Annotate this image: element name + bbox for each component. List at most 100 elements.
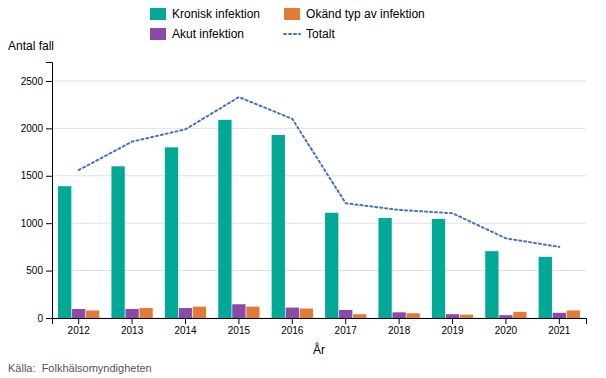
tick-mark	[46, 128, 52, 129]
tick-label: 2012	[68, 325, 91, 336]
bar	[72, 309, 85, 318]
bar	[58, 186, 71, 318]
legend-item: Totalt	[284, 27, 335, 41]
grid	[52, 81, 586, 318]
tick-mark	[132, 318, 133, 324]
legend-label: Akut infektion	[172, 27, 244, 41]
tick-mark	[452, 318, 453, 324]
x-tick: 2021	[548, 318, 571, 336]
tick-mark	[46, 176, 52, 177]
grid-line	[52, 80, 586, 81]
axis-line	[46, 63, 53, 319]
tick-label: 2013	[121, 325, 144, 336]
bar	[339, 310, 352, 318]
bar	[111, 166, 124, 318]
x-tick: 2015	[228, 318, 251, 336]
tick-mark	[399, 318, 400, 324]
legend-item: Okänd typ av infektion	[284, 7, 425, 21]
tick-label: 2015	[228, 325, 251, 336]
tick-label: 2021	[548, 325, 571, 336]
bar	[325, 213, 338, 318]
y-axis-title: Antal fall	[8, 39, 54, 53]
tick-label: 2014	[174, 325, 197, 336]
chart: 0 500 1000 1500 2000 2500 2012 2013 2014 2015 2016…	[0, 0, 606, 378]
bar	[272, 135, 285, 318]
bar	[193, 307, 206, 318]
legend-label: Okänd typ av infektion	[306, 7, 425, 21]
bar-series	[72, 304, 566, 318]
tick-label: 2000	[21, 123, 44, 134]
tick-mark	[46, 318, 52, 319]
legend-item: Kronisk infektion	[150, 7, 260, 21]
y-axis: 0 500 1000 1500 2000 2500	[21, 63, 53, 324]
tick-label: 500	[26, 265, 43, 276]
x-tick: 2014	[174, 318, 197, 336]
y-tick: 0	[37, 313, 52, 324]
bar	[232, 304, 245, 318]
grid-line	[52, 223, 586, 224]
tick-label: 2020	[495, 325, 518, 336]
legend-swatch	[150, 28, 166, 40]
legend-label: Kronisk infektion	[172, 7, 260, 21]
x-tick: 2012	[68, 318, 91, 336]
bar	[378, 218, 391, 318]
tick-mark	[559, 318, 560, 324]
legend-swatch	[150, 8, 166, 20]
bar	[86, 310, 99, 318]
y-tick: 1500	[21, 170, 52, 181]
marks	[58, 97, 580, 318]
bar	[513, 312, 526, 318]
tick-mark	[185, 318, 186, 324]
bar	[125, 309, 138, 318]
grid-line	[52, 128, 586, 129]
legend-swatch	[284, 8, 300, 20]
bar	[392, 312, 405, 318]
bar	[406, 313, 419, 318]
tick-mark	[46, 81, 52, 82]
x-tick: 2017	[335, 318, 358, 336]
x-axis-title: År	[313, 342, 325, 357]
bar	[165, 147, 178, 318]
bar	[460, 315, 473, 318]
x-tick: 2013	[121, 318, 144, 336]
bar	[499, 315, 512, 318]
grid-line	[52, 175, 586, 176]
tick-mark	[345, 318, 346, 324]
bar	[353, 314, 366, 318]
y-tick: 2000	[21, 123, 52, 134]
grid-line	[52, 270, 586, 271]
tick-label: 1500	[21, 170, 44, 181]
y-tick: 2500	[21, 76, 52, 87]
tick-label: 1000	[21, 218, 44, 229]
bar	[246, 307, 259, 318]
tick-label: 2016	[281, 325, 304, 336]
tick-mark	[292, 318, 293, 324]
legend-item: Akut infektion	[150, 27, 244, 41]
bar	[446, 314, 459, 318]
bar	[286, 308, 299, 318]
axis-line	[53, 319, 587, 325]
bar	[179, 308, 192, 318]
bar	[432, 219, 445, 318]
legend-swatch	[284, 33, 300, 35]
tick-mark	[46, 271, 52, 272]
tick-label: 2500	[21, 76, 44, 87]
y-tick: 1000	[21, 218, 52, 229]
annotation: Källa: Folkhälsomyndigheten	[8, 362, 152, 374]
tick-mark	[78, 318, 79, 324]
tick-label: 2019	[441, 325, 464, 336]
bar	[553, 313, 566, 318]
bar	[139, 308, 152, 318]
x-tick: 2018	[388, 318, 411, 336]
x-tick: 2020	[495, 318, 518, 336]
bar-series	[86, 307, 580, 318]
bar	[567, 310, 580, 318]
tick-mark	[238, 318, 239, 324]
x-axis: 2012 2013 2014 2015 2016 2017 2018 2019 2020 2021	[53, 318, 587, 336]
bar	[485, 251, 498, 318]
tick-label: 2018	[388, 325, 411, 336]
bar	[539, 257, 552, 318]
bar-series	[58, 120, 552, 318]
legend-label: Totalt	[306, 27, 335, 41]
line	[79, 97, 560, 247]
